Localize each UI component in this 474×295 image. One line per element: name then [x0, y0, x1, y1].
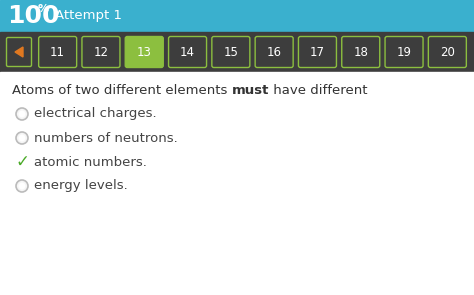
- Circle shape: [18, 135, 26, 142]
- FancyBboxPatch shape: [342, 37, 380, 68]
- Text: 14: 14: [180, 45, 195, 58]
- Text: 11: 11: [50, 45, 65, 58]
- Text: have different: have different: [269, 83, 367, 96]
- Text: electrical charges.: electrical charges.: [34, 107, 156, 120]
- FancyBboxPatch shape: [428, 37, 466, 68]
- Text: 19: 19: [397, 45, 411, 58]
- FancyBboxPatch shape: [82, 37, 120, 68]
- FancyBboxPatch shape: [125, 37, 163, 68]
- Bar: [0, 32, 474, 72]
- Bar: [0, 72, 474, 295]
- Text: 17: 17: [310, 45, 325, 58]
- Circle shape: [16, 108, 28, 120]
- FancyBboxPatch shape: [39, 37, 77, 68]
- FancyBboxPatch shape: [7, 37, 31, 66]
- Circle shape: [18, 183, 26, 189]
- Polygon shape: [15, 47, 23, 57]
- Text: atomic numbers.: atomic numbers.: [34, 155, 147, 168]
- Bar: [0, 0, 474, 32]
- Text: %: %: [38, 4, 49, 14]
- Text: numbers of neutrons.: numbers of neutrons.: [34, 132, 178, 145]
- Text: 100: 100: [7, 4, 60, 28]
- FancyBboxPatch shape: [385, 37, 423, 68]
- Text: Attempt 1: Attempt 1: [55, 9, 122, 22]
- Circle shape: [18, 111, 26, 117]
- Text: 12: 12: [93, 45, 109, 58]
- FancyBboxPatch shape: [169, 37, 207, 68]
- FancyBboxPatch shape: [299, 37, 337, 68]
- Text: energy levels.: energy levels.: [34, 179, 128, 193]
- Text: 13: 13: [137, 45, 152, 58]
- Text: ✓: ✓: [15, 153, 29, 171]
- Text: 20: 20: [440, 45, 455, 58]
- FancyBboxPatch shape: [212, 37, 250, 68]
- FancyBboxPatch shape: [255, 37, 293, 68]
- Text: Atoms of two different elements: Atoms of two different elements: [12, 83, 232, 96]
- Text: 16: 16: [267, 45, 282, 58]
- Text: must: must: [232, 83, 269, 96]
- Text: 15: 15: [223, 45, 238, 58]
- Text: 18: 18: [353, 45, 368, 58]
- Circle shape: [16, 132, 28, 144]
- Circle shape: [16, 180, 28, 192]
